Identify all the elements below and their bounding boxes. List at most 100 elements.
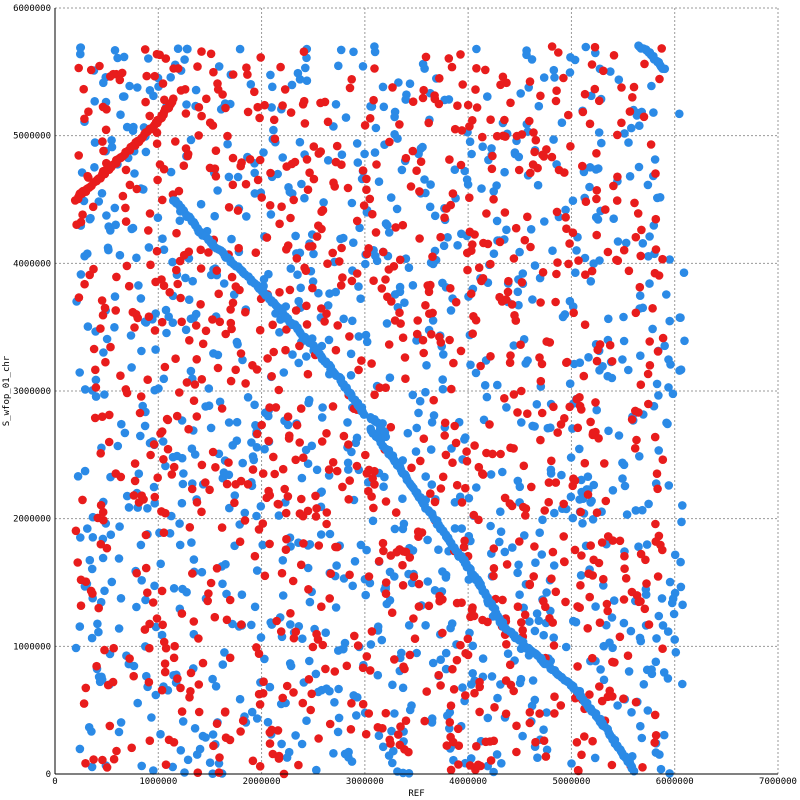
x-tick-label: 3000000: [346, 777, 384, 787]
data-point: [408, 390, 418, 400]
data-point: [650, 155, 660, 164]
data-point: [232, 337, 242, 347]
data-point: [197, 507, 206, 517]
data-point: [546, 469, 556, 478]
data-point: [96, 324, 105, 333]
data-point: [185, 523, 195, 532]
data-point: [400, 353, 410, 362]
data-point: [264, 411, 273, 421]
data-point: [296, 404, 306, 413]
data-point: [89, 264, 98, 274]
data-point: [588, 736, 597, 746]
data-point: [436, 338, 446, 347]
data-point: [251, 421, 260, 430]
data-point: [592, 149, 601, 158]
data-point: [653, 572, 663, 581]
data-point: [110, 203, 120, 213]
data-point: [386, 422, 396, 432]
data-point: [75, 622, 85, 631]
data-point: [388, 83, 397, 92]
data-point: [516, 340, 525, 350]
data-point: [404, 747, 413, 757]
data-point: [384, 751, 394, 760]
data-point: [645, 361, 655, 370]
data-point: [515, 590, 524, 599]
data-point: [177, 498, 187, 508]
data-point: [204, 384, 214, 393]
data-point: [665, 769, 674, 778]
data-point: [652, 634, 661, 643]
data-point: [635, 452, 644, 461]
data-point: [470, 688, 479, 698]
data-point: [140, 625, 150, 634]
data-point: [87, 633, 97, 643]
data-point: [314, 541, 324, 550]
data-point: [390, 130, 399, 139]
data-point: [188, 276, 197, 286]
data-point: [90, 138, 100, 147]
data-point: [316, 530, 326, 539]
data-point: [644, 399, 653, 409]
data-point: [337, 150, 347, 159]
data-point: [181, 109, 191, 118]
data-point: [628, 93, 637, 102]
data-point: [586, 277, 596, 286]
data-point: [267, 103, 276, 112]
data-point: [430, 211, 440, 221]
data-point: [548, 618, 557, 627]
data-point: [234, 243, 243, 253]
data-point: [344, 495, 354, 504]
data-point: [116, 110, 125, 119]
data-point: [111, 220, 120, 230]
data-point: [163, 444, 173, 454]
data-point: [487, 672, 497, 681]
data-point: [586, 417, 595, 427]
data-point: [398, 560, 407, 570]
data-point: [314, 288, 323, 298]
data-point: [201, 733, 210, 742]
data-point: [526, 168, 535, 178]
data-point: [627, 708, 636, 717]
data-point: [414, 408, 423, 418]
data-point: [156, 729, 165, 739]
data-point: [607, 613, 617, 622]
data-point: [277, 568, 287, 578]
data-point: [148, 598, 158, 607]
data-point: [474, 263, 484, 273]
data-point: [619, 595, 629, 604]
data-point: [227, 234, 236, 244]
data-point: [592, 186, 602, 195]
data-point: [648, 324, 657, 334]
data-point: [650, 268, 660, 278]
data-point: [509, 444, 518, 453]
data-point: [94, 603, 103, 613]
data-point: [554, 48, 563, 57]
data-point: [305, 597, 315, 607]
data-point: [201, 478, 210, 487]
data-point: [463, 180, 473, 189]
data-point: [220, 707, 230, 716]
data-point: [486, 115, 495, 124]
data-point: [642, 540, 652, 549]
data-point: [308, 242, 317, 251]
data-point: [450, 524, 460, 533]
data-point: [225, 653, 235, 663]
data-point: [287, 80, 297, 90]
data-point: [501, 709, 511, 719]
data-point: [530, 261, 540, 270]
data-point: [457, 498, 467, 507]
data-point: [278, 101, 287, 110]
data-point: [303, 563, 313, 573]
data-point: [544, 478, 554, 487]
data-point: [564, 259, 573, 269]
y-tick-label: 3000000: [13, 387, 51, 397]
data-point: [430, 497, 440, 507]
data-point: [424, 118, 434, 128]
data-point: [479, 238, 488, 248]
data-point: [451, 438, 461, 448]
data-point: [401, 716, 411, 725]
data-point: [113, 53, 122, 63]
data-point: [272, 616, 282, 626]
data-point: [230, 498, 239, 508]
data-point: [565, 239, 574, 248]
